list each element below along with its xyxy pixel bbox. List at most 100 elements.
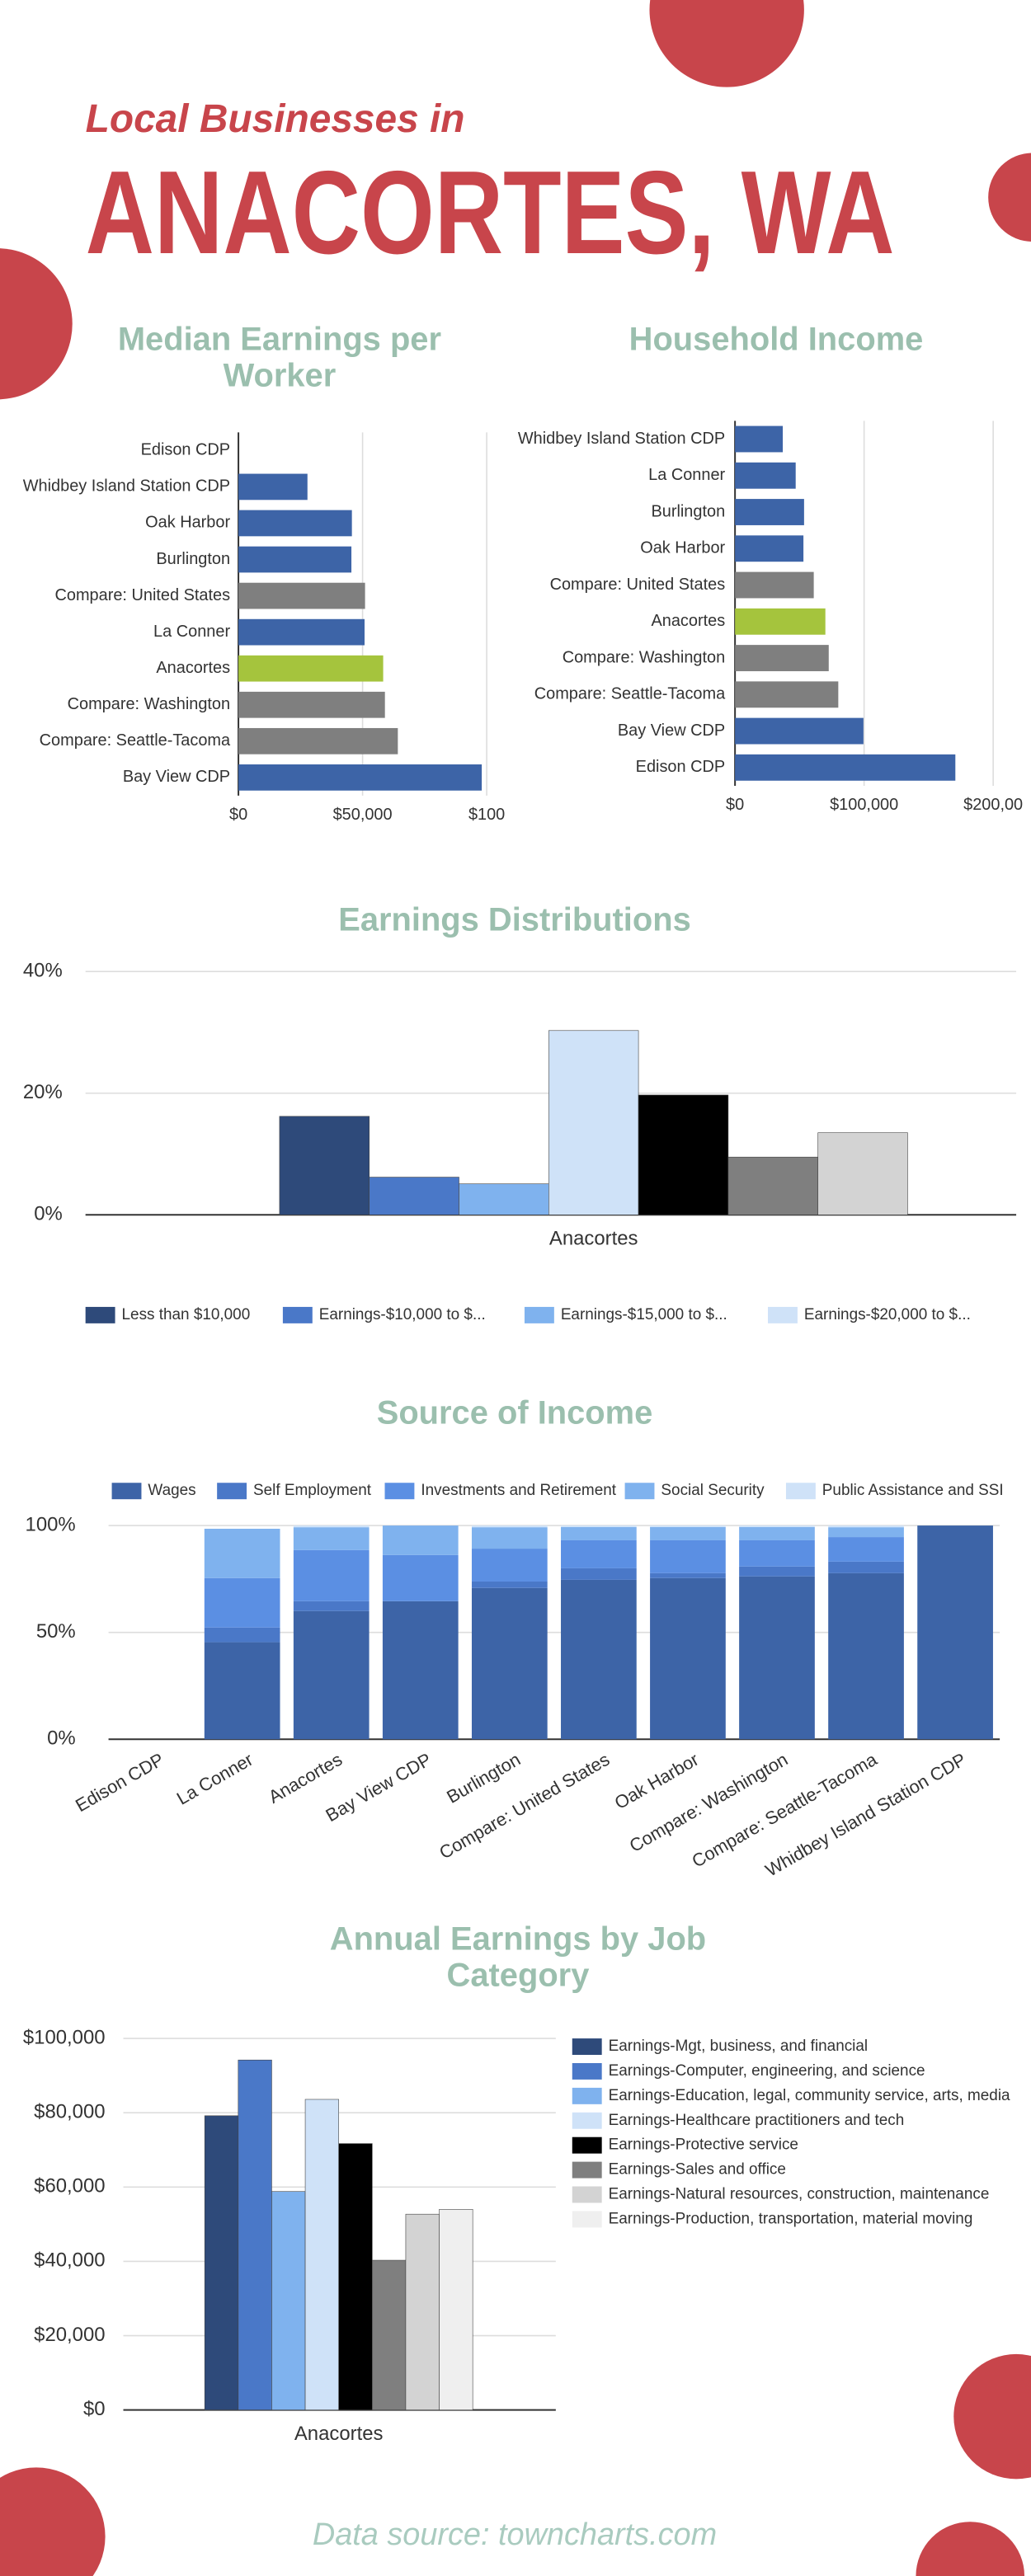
legend-swatch (384, 1483, 415, 1500)
chart-title: Annual Earnings by Job Category (329, 1921, 707, 1995)
category-label: Whidbey Island Station CDP (23, 477, 230, 496)
legend-label: Earnings-Protective service (609, 2136, 798, 2154)
x-tick-label: $0 (229, 806, 247, 824)
category-label: Compare: Washington (563, 648, 725, 666)
bar-segment (293, 1610, 370, 1740)
category-label: Compare: United States (550, 576, 726, 594)
bar-segment (293, 1525, 370, 1528)
bar-segment (561, 1539, 637, 1568)
bar (238, 764, 483, 791)
category-label: Compare: United States (435, 1749, 613, 1864)
bar (238, 655, 384, 682)
legend-label: Self Employment (253, 1482, 372, 1499)
y-tick-label: 20% (23, 1081, 63, 1103)
y-tick-label: 50% (36, 1620, 76, 1643)
legend-swatch (572, 2087, 602, 2104)
chart-title: Earnings Distributions (338, 902, 691, 939)
bar-segment (828, 1572, 904, 1740)
bar (238, 582, 365, 609)
legend-label: Earnings-Mgt, business, and financial (609, 2038, 868, 2055)
category-label: Burlington (156, 550, 230, 568)
legend-label: Earnings-$20,000 to $... (804, 1306, 971, 1323)
bar (279, 1116, 370, 1215)
category-label: Bay View CDP (123, 768, 230, 786)
y-tick-label: 40% (23, 960, 63, 982)
bar (372, 2259, 407, 2410)
bar-segment (561, 1568, 637, 1580)
bar (735, 535, 804, 562)
legend-swatch (282, 1306, 313, 1323)
category-label: Compare: Washington (626, 1749, 792, 1856)
chart-title: Household Income (628, 322, 924, 359)
bar (238, 546, 352, 573)
bar (735, 462, 796, 489)
bar (735, 754, 956, 781)
bar-segment (204, 1577, 280, 1628)
legend-label: Less than $10,000 (122, 1306, 251, 1323)
y-tick-label: $100,000 (23, 2026, 106, 2048)
bar-segment (828, 1537, 904, 1562)
bar (735, 571, 814, 599)
y-tick-label: $20,000 (34, 2324, 105, 2346)
bar-segment (828, 1561, 904, 1573)
bar-segment (382, 1601, 459, 1740)
bar (735, 645, 829, 671)
legend-label: Earnings-Healthcare practitioners and te… (609, 2112, 905, 2129)
y-tick-label: $0 (83, 2398, 106, 2420)
legend-label: Earnings-$15,000 to $... (561, 1306, 727, 1323)
bar (238, 727, 398, 754)
chart-title-box: Annual Earnings by Job Category (329, 1921, 707, 1995)
decor-circle (0, 2467, 106, 2576)
x-tick-label: $100 (468, 806, 505, 824)
legend-swatch (85, 1306, 115, 1323)
legend-label: Earnings-Education, legal, community ser… (609, 2087, 1010, 2104)
x-tick-label: $50,000 (333, 806, 393, 824)
category-label: Oak Harbor (145, 514, 230, 532)
category-label: Burlington (651, 502, 725, 520)
legend-swatch (624, 1483, 655, 1500)
bar-segment (293, 1549, 370, 1601)
bar-segment (828, 1525, 904, 1528)
y-tick-label: 0% (34, 1203, 63, 1225)
bar-segment (293, 1601, 370, 1611)
bar (735, 608, 826, 635)
category-label: Compare: United States (54, 586, 230, 604)
category-label: Anacortes (549, 1228, 638, 1250)
legend-swatch (572, 2186, 602, 2203)
legend-swatch (572, 2112, 602, 2129)
bar-segment (739, 1539, 815, 1567)
bar (369, 1177, 459, 1215)
bar-segment (650, 1577, 726, 1740)
y-tick-label: $60,000 (34, 2175, 105, 2198)
bar (548, 1030, 639, 1215)
category-label: Bay View CDP (618, 722, 725, 740)
legend-swatch (572, 2062, 602, 2080)
legend-label: Earnings-$10,000 to $... (319, 1306, 486, 1323)
category-label: La Conner (648, 466, 725, 484)
category-label: La Conner (173, 1749, 257, 1809)
decor-circle (0, 248, 73, 400)
bar (204, 2115, 239, 2410)
legend-label: Investments and Retirement (421, 1482, 616, 1499)
bar-segment (739, 1525, 815, 1527)
bar (304, 2099, 339, 2410)
category-label: La Conner (153, 623, 230, 641)
legend-label: Earnings-Sales and office (609, 2161, 786, 2179)
bar-segment (739, 1526, 815, 1540)
category-label: Compare: Seattle-Tacoma (40, 731, 231, 750)
y-tick-label: 100% (26, 1513, 76, 1535)
bar (439, 2209, 473, 2410)
bar (271, 2191, 306, 2410)
bar (735, 681, 839, 708)
legend-label: Wages (148, 1482, 195, 1499)
legend-swatch (768, 1306, 798, 1323)
legend-label: Earnings-Production, transportation, mat… (609, 2210, 973, 2227)
bar-segment (204, 1642, 280, 1740)
legend-swatch (111, 1483, 142, 1500)
legend-swatch (524, 1306, 554, 1323)
bar (238, 2059, 272, 2410)
category-label: Compare: Seattle-Tacoma (534, 685, 726, 703)
decor-circle (649, 0, 804, 87)
